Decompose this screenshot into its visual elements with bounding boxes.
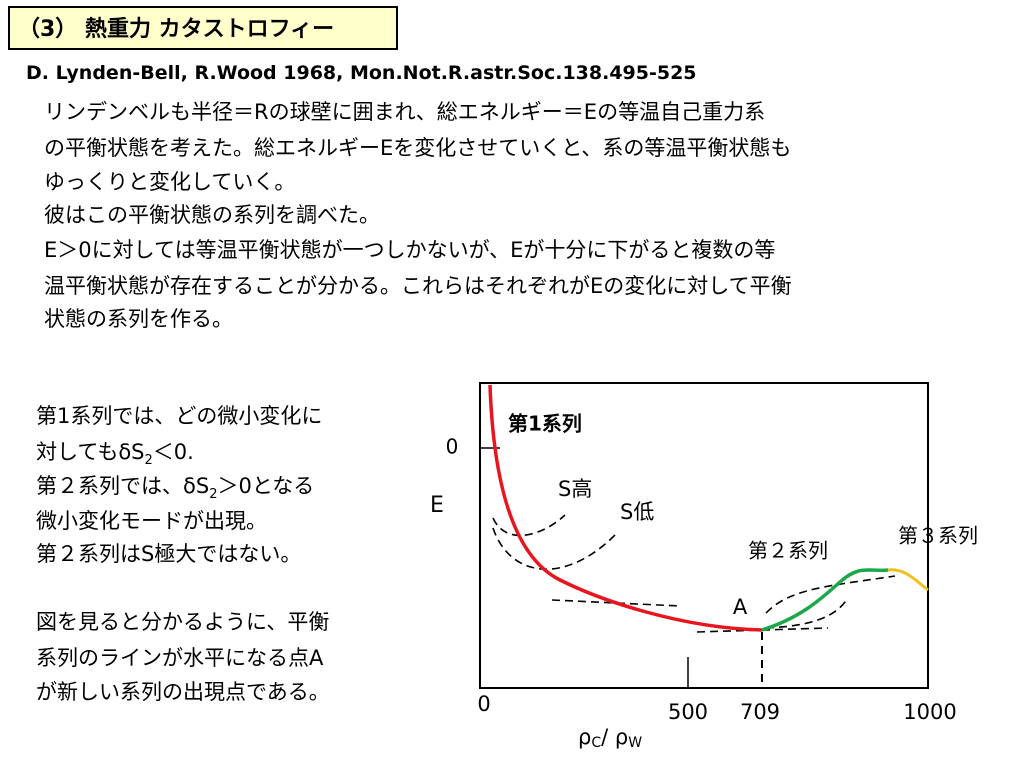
text: ＞0となる	[217, 474, 315, 498]
intro-line: E＞0に対しては等温平衡状態が一つしかないが、Eが十分に下がると複数の等	[44, 238, 776, 262]
subscript: 2	[144, 453, 153, 469]
annotation: S低	[620, 500, 654, 524]
text: ＜0.	[152, 440, 194, 464]
annotation: S高	[558, 477, 592, 501]
title: （3） 熱重力 カタストロフィー	[8, 6, 398, 50]
x-tick-label: 1000	[903, 700, 956, 724]
series-label: 第２系列	[748, 539, 828, 563]
y-axis-label: E	[430, 493, 444, 518]
note-line: 微小変化モードが出現。	[36, 509, 267, 533]
series-label: 第1系列	[508, 412, 582, 436]
x-tick-label: 0	[477, 692, 490, 716]
series-label: 第３系列	[898, 524, 978, 548]
y-tick-label: 0	[446, 435, 459, 459]
series-2-curve	[761, 568, 889, 632]
subscript: 2	[209, 487, 218, 503]
intro-line: の平衡状態を考えた。総エネルギーEを変化させていくと、系の等温平衡状態も	[44, 136, 792, 160]
x-tick-label: 500	[668, 700, 708, 724]
note-line: 第1系列では、どの微小変化に	[36, 404, 323, 428]
note-line: 対してもδS2＜0.	[36, 436, 194, 468]
text: ρ	[578, 725, 591, 749]
intro-line: ゆっくりと変化していく。	[44, 170, 296, 194]
note-line: 系列のラインが水平になる点A	[36, 646, 324, 670]
note-line: 第２系列では、δS2＞0となる	[36, 470, 314, 502]
series-1-curve	[488, 384, 763, 632]
intro-line: 彼はこの平衡状態の系列を調べた。	[44, 203, 380, 227]
intro-line: リンデンベルも半径＝Rの球壁に囲まれ、総エネルギー＝Eの等温自己重力系	[44, 100, 766, 124]
subscript: W	[628, 735, 642, 751]
x-tick-label: 709	[740, 700, 780, 724]
note-line: 図を見ると分かるように、平衡	[36, 610, 330, 634]
note-line: が新しい系列の出現点である。	[36, 680, 330, 704]
plot-frame	[479, 382, 929, 689]
intro-line: 温平衡状態が存在することが分かる。これらはそれぞれがEの変化に対して平衡	[44, 274, 792, 298]
x-axis-label: ρC/ ρW	[578, 725, 642, 751]
reference: D. Lynden-Bell, R.Wood 1968, Mon.Not.R.a…	[26, 62, 697, 84]
subscript: C	[591, 735, 601, 751]
series-3-curve	[887, 568, 929, 592]
intro-line: 状態の系列を作る。	[44, 307, 233, 331]
note-line: 第２系列はS極大ではない。	[36, 542, 302, 566]
point-label: A	[733, 595, 748, 619]
text: 対してもδS	[36, 440, 145, 464]
perturbation-curves	[492, 514, 896, 633]
text: / ρ	[601, 725, 628, 749]
text: 第２系列では、δS	[36, 474, 210, 498]
